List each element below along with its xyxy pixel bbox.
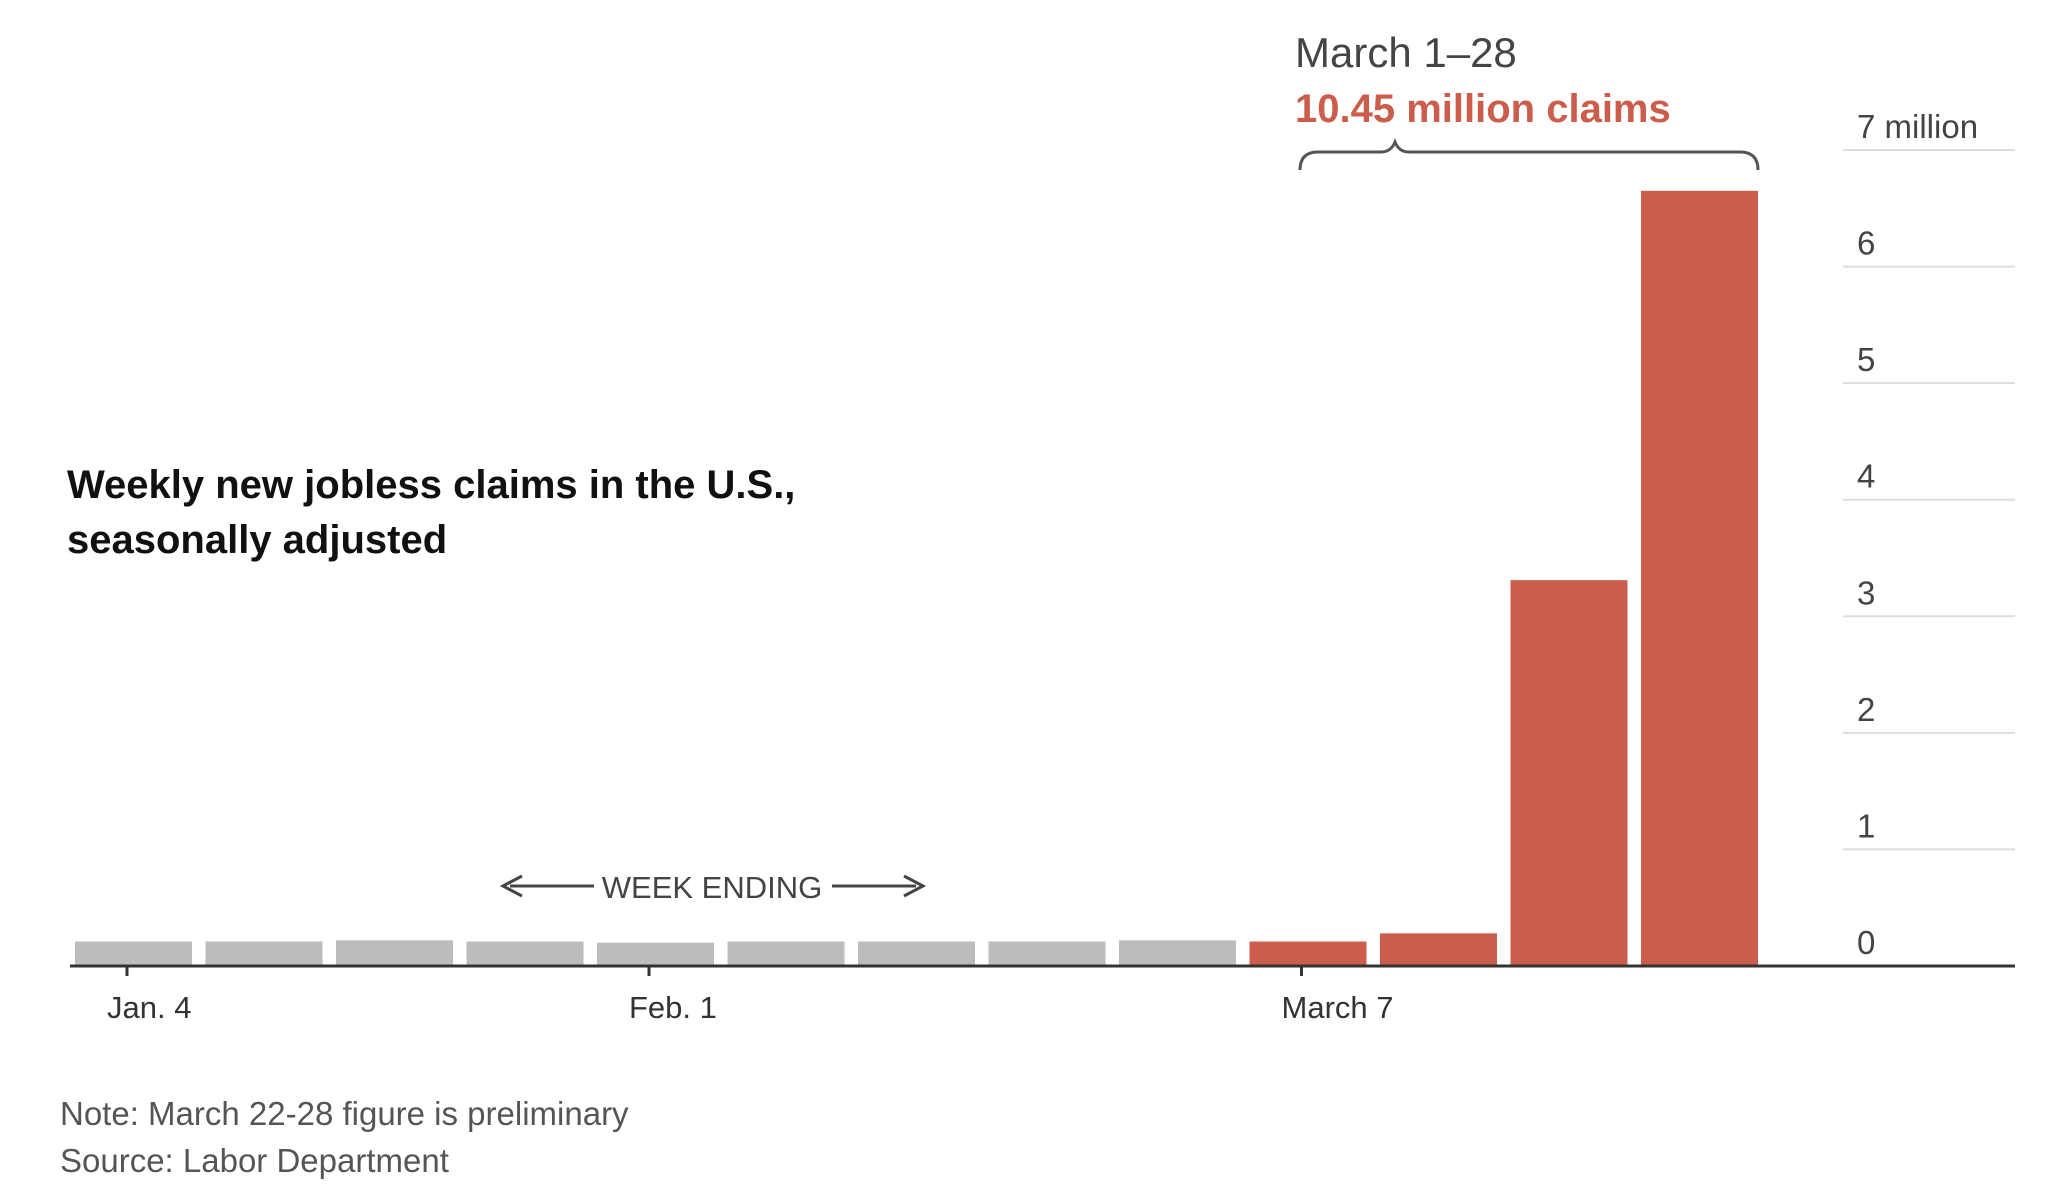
bar [988, 941, 1106, 966]
week-ending-hint: WEEK ENDING [499, 870, 927, 905]
footer-note: Note: March 22-28 figure is preliminary [60, 1095, 629, 1132]
y-tick-label: 6 [1857, 225, 1875, 262]
x-tick-label: Feb. 1 [629, 990, 717, 1025]
chart-title-line-1: Weekly new jobless claims in the U.S., [67, 463, 795, 507]
x-tick-label: Jan. 4 [107, 990, 191, 1025]
bar [1641, 190, 1758, 967]
bar [858, 941, 975, 966]
y-tick-label: 4 [1857, 458, 1875, 495]
bar [1380, 933, 1497, 966]
gridlines [1843, 149, 2015, 851]
y-axis-ticks: 0 1 2 3 4 5 6 7 million [1857, 108, 1978, 961]
y-tick-label: 7 million [1857, 108, 1978, 145]
bar [1119, 940, 1236, 966]
chart-title: Weekly new jobless claims in the U.S., s… [67, 463, 795, 562]
bar [597, 942, 714, 966]
bar [1510, 580, 1628, 966]
bar [727, 941, 845, 966]
bar [336, 940, 453, 966]
x-tick-label: March 7 [1282, 990, 1394, 1025]
x-axis-ticks: Jan. 4 Feb. 1 March 7 [107, 966, 1393, 1025]
left-arrowhead-icon [499, 874, 523, 898]
right-arrowhead-icon [903, 874, 927, 898]
footer-source: Source: Labor Department [60, 1142, 449, 1179]
y-tick-label: 1 [1857, 807, 1875, 844]
bar [75, 941, 192, 966]
y-tick-label: 5 [1857, 341, 1875, 378]
chart-footer: Note: March 22-28 figure is preliminary … [60, 1095, 629, 1179]
bar [1249, 941, 1367, 966]
y-tick-label: 3 [1857, 574, 1875, 611]
annotation-total-label: 10.45 million claims [1295, 87, 1671, 131]
y-tick-label: 2 [1857, 691, 1875, 728]
bar [466, 941, 584, 966]
annotation-range-label: March 1–28 [1295, 29, 1517, 76]
brace-icon [1298, 137, 1760, 171]
week-ending-label: WEEK ENDING [602, 870, 822, 905]
bars [75, 190, 1758, 967]
range-annotation: March 1–28 10.45 million claims [1295, 29, 1760, 171]
bar [205, 941, 323, 966]
chart-title-line-2: seasonally adjusted [67, 518, 447, 562]
y-tick-label: 0 [1857, 924, 1875, 961]
